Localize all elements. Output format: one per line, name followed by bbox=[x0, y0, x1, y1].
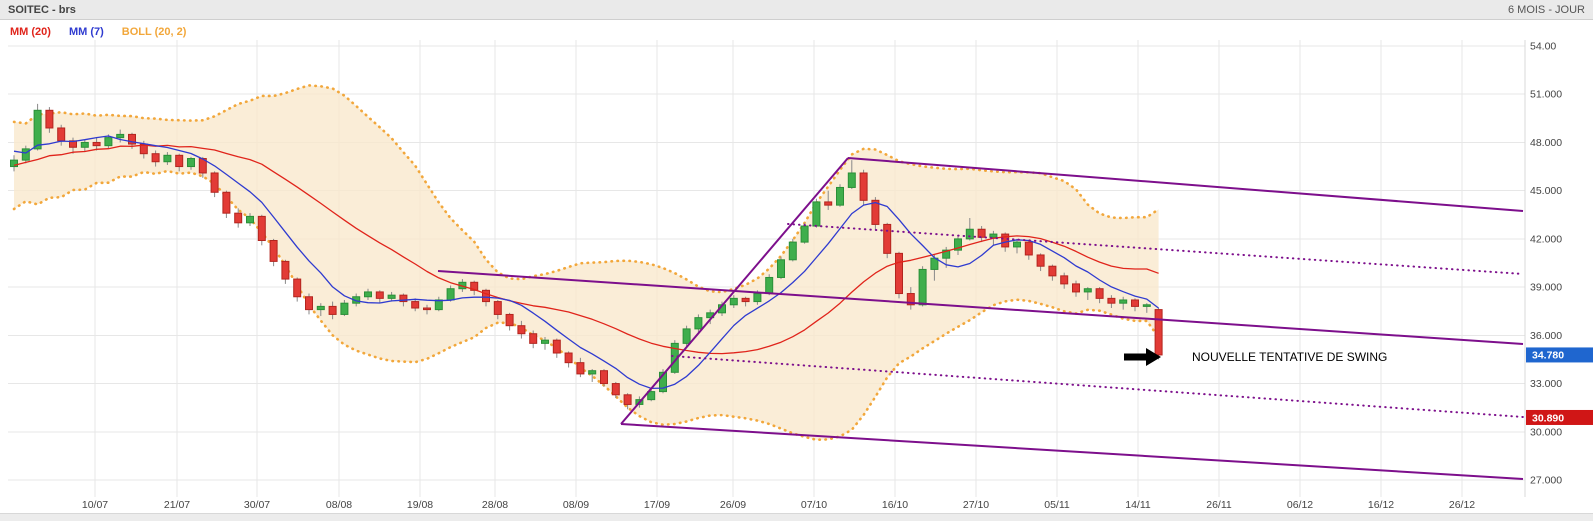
price-tag-bg bbox=[1526, 409, 1593, 425]
svg-text:48.000: 48.000 bbox=[1530, 137, 1562, 149]
swing-annotation-text: NOUVELLE TENTATIVE DE SWING bbox=[1192, 350, 1387, 364]
svg-text:54.00: 54.00 bbox=[1530, 41, 1556, 53]
legend-item-mm-20[interactable]: MM (20) bbox=[10, 26, 51, 38]
price-tag-bg bbox=[1526, 347, 1593, 363]
svg-text:39.000: 39.000 bbox=[1530, 282, 1562, 294]
svg-text:26/12: 26/12 bbox=[1449, 499, 1475, 511]
svg-text:51.000: 51.000 bbox=[1530, 89, 1562, 101]
svg-text:08/09: 08/09 bbox=[563, 499, 589, 511]
axis-labels: 54.00 51.000 48.000 45.000 42.000 39.000 36.00… bbox=[82, 41, 1562, 512]
mm20-line bbox=[13, 144, 1159, 355]
trendlines[interactable] bbox=[437, 157, 1524, 480]
timeframe-label: 6 MOIS - JOUR bbox=[1507, 3, 1585, 16]
instrument-title: SOITEC - brs bbox=[8, 3, 76, 16]
mm7-line bbox=[13, 135, 1159, 390]
price-tags: 34.780 30.890 bbox=[1526, 347, 1593, 425]
svg-text:05/11: 05/11 bbox=[1044, 499, 1070, 511]
svg-text:08/08: 08/08 bbox=[326, 499, 352, 511]
trendline-dotted[interactable] bbox=[787, 223, 1524, 275]
trendline-solid[interactable] bbox=[437, 270, 1524, 345]
svg-text:26/11: 26/11 bbox=[1206, 499, 1232, 511]
svg-text:30.000: 30.000 bbox=[1530, 426, 1562, 438]
chart-header: SOITEC - brs 6 MOIS - JOUR bbox=[0, 0, 1593, 20]
candles bbox=[10, 103, 1163, 410]
svg-text:33.000: 33.000 bbox=[1530, 378, 1562, 390]
svg-text:45.000: 45.000 bbox=[1530, 185, 1562, 197]
svg-text:27/10: 27/10 bbox=[963, 499, 989, 511]
bottom-bar bbox=[0, 513, 1593, 521]
price-tag-value: 34.780 bbox=[1532, 350, 1564, 362]
svg-text:28/08: 28/08 bbox=[482, 499, 508, 511]
swing-arrow-icon bbox=[1124, 348, 1161, 366]
swing-annotation: NOUVELLE TENTATIVE DE SWING bbox=[1124, 348, 1387, 366]
svg-text:16/10: 16/10 bbox=[882, 499, 908, 511]
svg-text:07/10: 07/10 bbox=[801, 499, 827, 511]
trendline-solid[interactable] bbox=[620, 423, 1524, 480]
indicator-legend: MM (20) MM (7) BOLL (20, 2) bbox=[10, 26, 186, 38]
trendline-dotted[interactable] bbox=[671, 355, 1524, 418]
svg-text:27.000: 27.000 bbox=[1530, 475, 1562, 487]
svg-text:42.000: 42.000 bbox=[1530, 233, 1562, 245]
price-tag-value: 30.890 bbox=[1532, 412, 1564, 424]
svg-text:06/12: 06/12 bbox=[1287, 499, 1313, 511]
trendline-solid[interactable] bbox=[847, 157, 1524, 212]
svg-text:30/07: 30/07 bbox=[244, 499, 270, 511]
svg-text:21/07: 21/07 bbox=[164, 499, 190, 511]
svg-text:17/09: 17/09 bbox=[644, 499, 670, 511]
bollinger-band bbox=[12, 84, 1160, 442]
svg-text:19/08: 19/08 bbox=[407, 499, 433, 511]
svg-text:16/12: 16/12 bbox=[1368, 499, 1394, 511]
svg-text:10/07: 10/07 bbox=[82, 499, 108, 511]
svg-text:26/09: 26/09 bbox=[720, 499, 746, 511]
svg-text:36.000: 36.000 bbox=[1530, 330, 1562, 342]
legend-item-boll-20-2[interactable]: BOLL (20, 2) bbox=[121, 26, 187, 38]
legend-item-mm-7[interactable]: MM (7) bbox=[68, 26, 104, 38]
svg-text:14/11: 14/11 bbox=[1125, 499, 1151, 511]
